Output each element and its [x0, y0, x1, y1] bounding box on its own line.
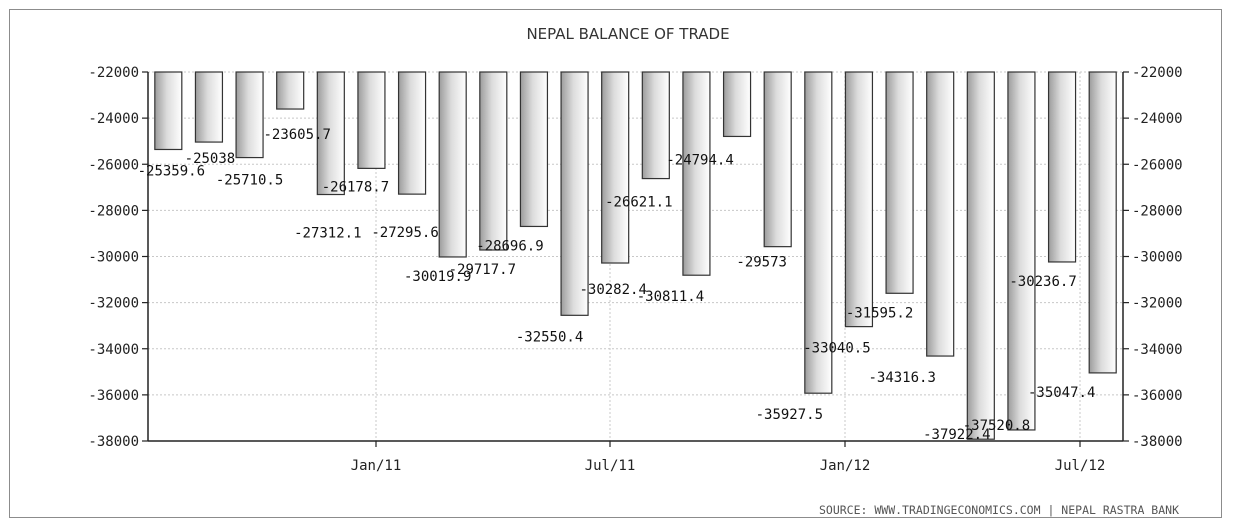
data-label: -32550.4 [516, 329, 583, 345]
data-labels: -25359.6-25038 -25710.5 -23605.7 -27312.1 -2… [138, 127, 1096, 443]
data-label: -35927.5 [756, 407, 823, 423]
data-label: -23605.7 [263, 127, 330, 143]
bar [844, 71, 874, 328]
data-label: -28696.9 [476, 238, 543, 254]
y-tick-label-left: -32000 [88, 296, 139, 312]
data-label: -31595.2 [846, 305, 913, 321]
chart-frame [9, 9, 1222, 518]
data-label: -25710.5 [216, 173, 283, 189]
y-tick-label-left: -30000 [88, 250, 139, 266]
bar [276, 71, 305, 110]
y-tick-label-right: -30000 [1132, 250, 1183, 266]
data-label: -37520.8 [963, 418, 1030, 434]
bar [763, 71, 792, 248]
data-label: -26178.7 [322, 179, 389, 195]
bar [1007, 71, 1036, 431]
y-tick-label-left: -34000 [88, 342, 139, 358]
bar [641, 71, 670, 180]
y-tick-label-left: -22000 [88, 65, 139, 81]
bar [1088, 71, 1117, 374]
data-label: -35047.4 [1028, 385, 1095, 401]
data-label: -26621.1 [605, 195, 672, 211]
y-tick-label-left: -28000 [88, 203, 139, 219]
y-tick-label-right: -22000 [1132, 65, 1183, 81]
bar [154, 71, 183, 151]
x-tick-label: Jan/12 [820, 458, 871, 474]
y-tick-label-right: -28000 [1132, 203, 1183, 219]
y-tick-label-right: -36000 [1132, 388, 1183, 404]
y-tick-label-right: -32000 [1132, 296, 1183, 312]
data-label: -37922.4 [923, 427, 990, 443]
data-label: -29573 [736, 255, 787, 271]
bar [357, 71, 386, 169]
y-tick-label-right: -26000 [1132, 157, 1183, 173]
x-tick-label: Jul/11 [585, 458, 636, 474]
bar [1047, 71, 1077, 263]
bar [804, 71, 833, 394]
y-tick-label-right: -38000 [1132, 434, 1183, 450]
data-label: -34316.3 [868, 370, 935, 386]
data-label: -27312.1 [294, 226, 361, 242]
data-label: -27295.6 [371, 225, 438, 241]
y-tick-label-left: -26000 [88, 157, 139, 173]
bar [438, 71, 467, 258]
bar [682, 71, 711, 276]
x-tick-labels: Jan/11 Jul/11 Jan/12 Jul/12 [351, 458, 1106, 474]
bar [601, 71, 630, 264]
bar [885, 71, 914, 294]
axes [142, 71, 1129, 447]
y-tick-label-left: -36000 [88, 388, 139, 404]
data-label: -30282.4 [579, 282, 646, 298]
bar [235, 71, 264, 159]
y-tick-label-right: -34000 [1132, 342, 1183, 358]
data-label: -25038 [185, 151, 236, 167]
bar [560, 71, 589, 316]
y-tick-label-left: -24000 [88, 111, 139, 127]
bar [194, 71, 224, 143]
x-tick-label: Jan/11 [351, 458, 402, 474]
data-label: -25359.6 [138, 163, 205, 179]
chart-title: NEPAL BALANCE OF TRADE [526, 25, 729, 43]
bar [397, 71, 427, 195]
x-tick-label: Jul/12 [1055, 458, 1106, 474]
bar [316, 71, 345, 196]
bars [154, 71, 1117, 440]
bar [926, 71, 955, 357]
bar [722, 71, 752, 138]
y-tick-labels: -22000 -22000 -24000 -24000 -26000 -26000 -280… [88, 65, 1182, 450]
bar [966, 71, 995, 440]
source-note: SOURCE: WWW.TRADINGECONOMICS.COM | NEPAL… [819, 503, 1179, 517]
bar [519, 71, 549, 228]
bar [479, 71, 508, 251]
y-tick-label-right: -24000 [1132, 111, 1183, 127]
data-label: -29717.7 [449, 262, 516, 278]
data-label: -30019.9 [404, 269, 471, 285]
y-tick-label-left: -38000 [88, 434, 139, 450]
data-label: -24794.4 [666, 152, 733, 168]
data-label: -30811.4 [637, 289, 704, 305]
data-label: -33040.5 [803, 341, 870, 357]
data-label: -30236.7 [1009, 274, 1076, 290]
